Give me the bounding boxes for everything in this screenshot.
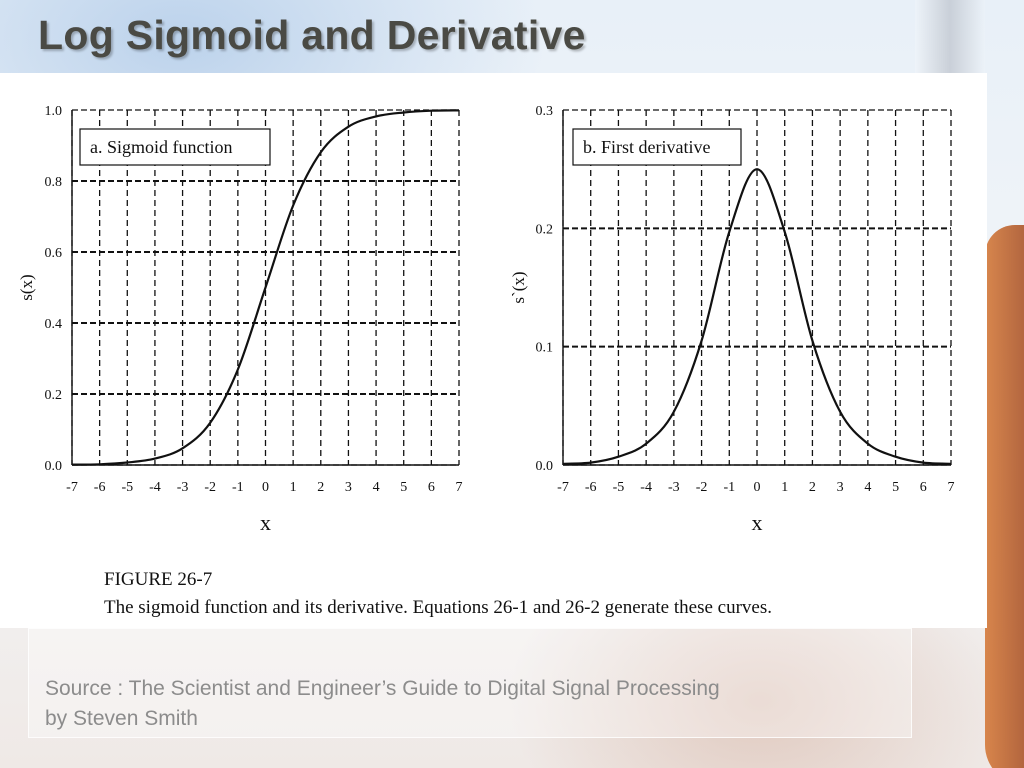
derivative-x-tick-label: 0	[754, 480, 761, 495]
derivative-x-tick-label: 2	[809, 480, 816, 495]
sigmoid-y-axis-label: s(x)	[17, 274, 36, 300]
derivative-x-tick-label: 7	[948, 480, 955, 495]
derivative-x-tick-label: -2	[696, 480, 708, 495]
derivative-x-tick-label: 1	[781, 480, 788, 495]
derivative-y-tick-label: 0.0	[536, 459, 554, 474]
sigmoid-x-tick-label: 6	[428, 480, 435, 495]
derivative-x-tick-label: -4	[640, 480, 652, 495]
caption-text: The sigmoid function and its derivative.…	[104, 597, 772, 618]
figure-caption: FIGURE 26-7 The sigmoid function and its…	[104, 566, 772, 622]
derivative-y-tick-label: 0.3	[536, 104, 554, 119]
derivative-legend-box	[572, 128, 742, 166]
sigmoid-x-tick-label: -6	[94, 480, 106, 495]
sigmoid-x-tick-label: -1	[232, 480, 244, 495]
sigmoid-x-tick-label: 4	[373, 480, 380, 495]
derivative-curve	[562, 168, 952, 465]
derivative-x-tick-label: -3	[668, 480, 680, 495]
source-line-1: Source : The Scientist and Engineer’s Gu…	[45, 677, 720, 700]
sigmoid-x-tick-label: -2	[204, 480, 216, 495]
sigmoid-x-tick-label: -4	[149, 480, 161, 495]
source-line-2: by Steven Smith	[45, 707, 198, 730]
sigmoid-y-tick-label: 1.0	[45, 104, 63, 119]
derivative-y-tick-label: 0.1	[536, 341, 554, 356]
source-citation: Source : The Scientist and Engineer’s Gu…	[45, 674, 905, 734]
derivative-y-tick-label: 0.2	[536, 222, 554, 237]
source-panel	[28, 628, 912, 738]
derivative-x-tick-label: 3	[837, 480, 844, 495]
sigmoid-x-tick-label: 5	[400, 480, 407, 495]
derivative-x-tick-label: -6	[585, 480, 597, 495]
caption-title: FIGURE 26-7	[104, 569, 213, 590]
background-glass-decoration	[915, 0, 985, 75]
sigmoid-x-tick-label: 7	[456, 480, 463, 495]
sigmoid-legend-box	[79, 128, 271, 166]
sigmoid-x-tick-label: -7	[66, 480, 78, 495]
sigmoid-x-tick-label: -5	[121, 480, 133, 495]
derivative-x-tick-label: 6	[920, 480, 927, 495]
sigmoid-y-tick-label: 0.6	[45, 246, 63, 261]
derivative-x-tick-label: -5	[613, 480, 625, 495]
sigmoid-curve	[71, 109, 460, 466]
sigmoid-x-axis-label: x	[260, 510, 271, 535]
derivative-legend-label: b. First derivative	[583, 137, 710, 157]
sigmoid-x-tick-label: 0	[262, 480, 269, 495]
sigmoid-y-tick-label: 0.2	[45, 388, 63, 403]
sigmoid-x-tick-label: -3	[177, 480, 189, 495]
sigmoid-x-tick-label: 1	[290, 480, 297, 495]
sigmoid-y-tick-label: 0.4	[45, 317, 63, 332]
derivative-y-axis-label: s`(x)	[509, 271, 528, 303]
sigmoid-x-tick-label: 3	[345, 480, 352, 495]
sigmoid-y-tick-label: 0.8	[45, 175, 63, 190]
slide-title: Log Sigmoid and Derivative	[38, 12, 586, 58]
derivative-x-tick-label: -1	[723, 480, 735, 495]
background-orange-decoration	[985, 225, 1024, 768]
derivative-x-tick-label: 5	[892, 480, 899, 495]
sigmoid-y-tick-label: 0.0	[45, 459, 63, 474]
sigmoid-x-tick-label: 2	[317, 480, 324, 495]
derivative-x-axis-label: x	[752, 510, 763, 535]
derivative-x-tick-label: -7	[557, 480, 569, 495]
sigmoid-legend-label: a. Sigmoid function	[90, 137, 233, 157]
figure-charts: -7 -6 -5 -4 -3 -2 -1 0 1 2 3 4 5 6 7 0.0 0.2 0.4 0.6 0.8 1.0…	[17, 104, 955, 535]
derivative-x-tick-label: 4	[864, 480, 871, 495]
figure-panel: -7 -6 -5 -4 -3 -2 -1 0 1 2 3 4 5 6 7 0.0 0.2 0.4 0.6 0.8 1.0…	[0, 73, 987, 628]
